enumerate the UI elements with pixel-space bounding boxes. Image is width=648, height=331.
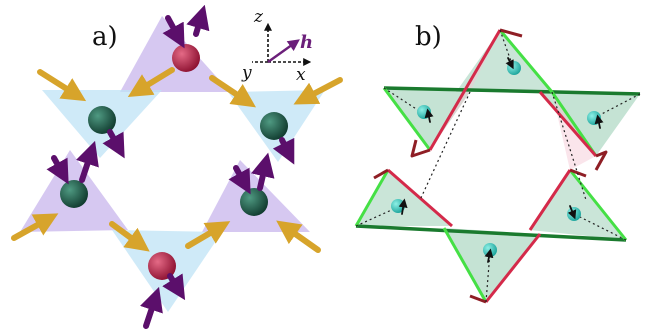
- edge-red: [428, 29, 502, 151]
- tetra-face-bottom-right: [530, 170, 626, 240]
- gold-arrow: [11, 213, 59, 241]
- edge-red: [538, 91, 598, 157]
- edge-light-green: [442, 227, 488, 303]
- tetra-edges: [354, 28, 641, 304]
- dotted-bond: [593, 93, 641, 119]
- gold-arrow: [127, 67, 175, 98]
- h-field-label: h: [300, 32, 313, 53]
- moment-arrow: [505, 57, 514, 70]
- edge-red: [387, 168, 453, 228]
- spin-arrow: [102, 129, 125, 159]
- cyan-ion: [507, 61, 521, 75]
- gold-arrows: [11, 67, 343, 253]
- edge-dark-red: [469, 294, 487, 304]
- dotted-bond: [355, 207, 397, 227]
- y-axis-label: y: [241, 63, 252, 83]
- h-field-arrow: [267, 39, 300, 63]
- spin-arrow: [76, 140, 99, 183]
- spin-arrow: [162, 15, 185, 49]
- spin-arrow: [186, 4, 210, 37]
- moment-arrow: [594, 114, 604, 129]
- edge-dark-red: [594, 150, 608, 171]
- edge-dark-red: [373, 168, 389, 180]
- panel-b: b): [354, 22, 641, 304]
- panel-a: a): [11, 4, 343, 329]
- spin-arrow: [140, 286, 163, 329]
- edge-red: [484, 233, 542, 303]
- panel-b-label: b): [415, 22, 442, 52]
- edge-dark-red: [499, 28, 523, 38]
- edge-red: [528, 169, 572, 231]
- moment-arrow: [398, 198, 408, 215]
- red-ion: [148, 252, 176, 280]
- tetra-face-top-right: [540, 92, 640, 156]
- dotted-bond: [485, 251, 491, 303]
- moment-arrows: [398, 57, 604, 263]
- gold-arrow: [293, 77, 343, 105]
- gold-arrow: [209, 75, 256, 108]
- spin-arrow: [46, 155, 69, 185]
- panel-a-label: a): [92, 22, 118, 52]
- red-ion: [172, 44, 200, 72]
- edge-dark-red: [410, 139, 431, 158]
- tetra-face-top: [456, 30, 552, 92]
- x-axis-label: x: [296, 65, 306, 85]
- moment-arrow: [424, 108, 434, 123]
- tetra-face-bottom: [444, 228, 540, 302]
- spin-arrows: [46, 4, 295, 329]
- edge-light-green: [568, 169, 628, 241]
- spin-arrow: [251, 152, 275, 191]
- gold-arrow: [185, 221, 231, 249]
- spin-arrow: [162, 273, 186, 301]
- edge-dark-green: [355, 224, 627, 242]
- gold-arrow: [37, 69, 87, 102]
- edge-dark-green: [383, 86, 641, 96]
- gold-arrow: [276, 220, 321, 253]
- axes-inset: z y x h: [241, 7, 313, 85]
- moment-arrow: [484, 248, 494, 263]
- spin-arrow: [228, 165, 251, 195]
- edge-light-green: [354, 169, 390, 227]
- dotted-bond: [551, 91, 587, 201]
- tetra-face-top-left: [384, 88, 470, 150]
- green-ion: [240, 188, 268, 216]
- moment-arrow: [567, 205, 577, 220]
- green-ion: [260, 112, 288, 140]
- z-axis-label: z: [253, 7, 264, 27]
- green-ion: [88, 106, 116, 134]
- green-ion: [60, 180, 88, 208]
- edge-light-green: [382, 87, 432, 151]
- spin-arrow: [272, 137, 295, 165]
- gold-arrow: [109, 221, 150, 252]
